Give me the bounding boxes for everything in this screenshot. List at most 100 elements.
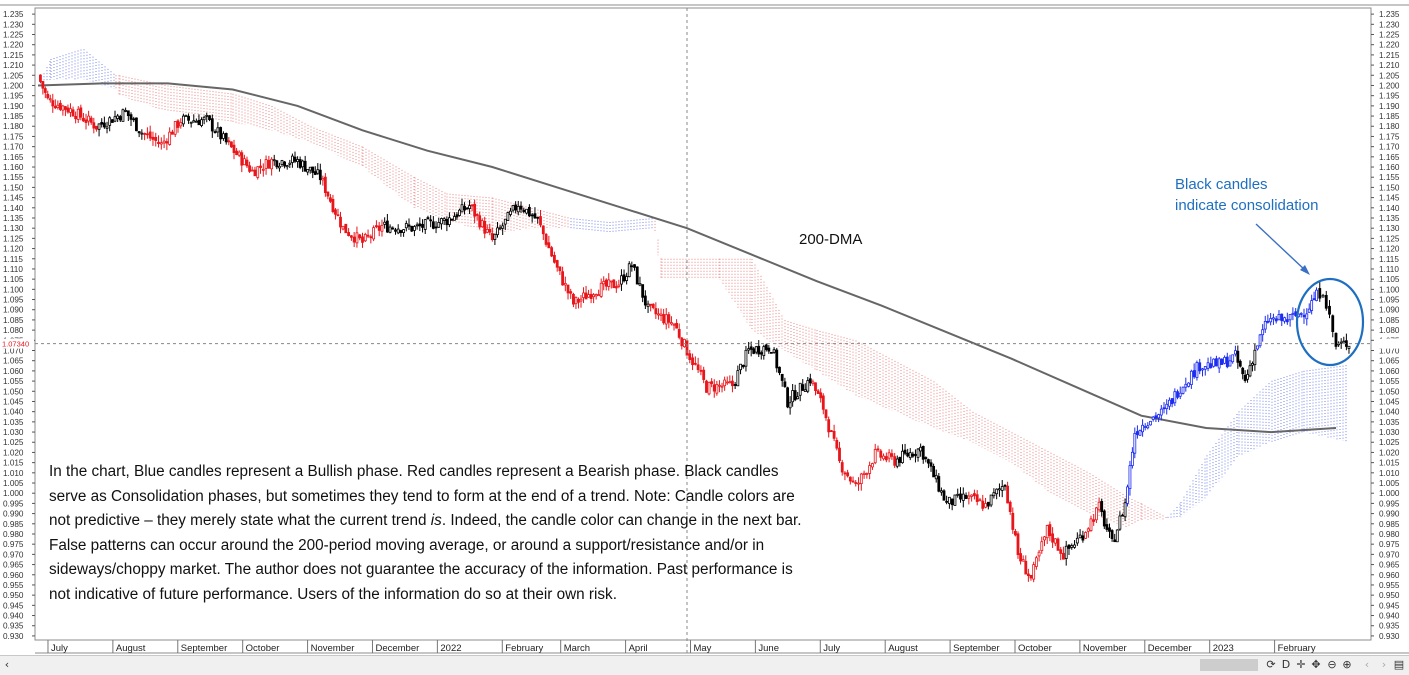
- candle-body: [622, 274, 626, 282]
- candle: [135, 117, 138, 132]
- crosshair-icon[interactable]: ✛: [1296, 658, 1306, 671]
- candle-body: [908, 452, 912, 459]
- refresh-icon[interactable]: ⟳: [1266, 658, 1276, 671]
- candle: [533, 207, 537, 219]
- candle: [1053, 538, 1057, 547]
- candle-body: [1310, 300, 1314, 311]
- candle-body: [821, 395, 825, 410]
- candle: [316, 163, 320, 175]
- time-tick-label: 2023: [1213, 643, 1234, 654]
- candle-body: [288, 162, 292, 165]
- candle-body: [1078, 534, 1082, 539]
- right-tick-label: 0.950: [1379, 591, 1400, 600]
- candle-body: [475, 214, 479, 216]
- candle: [1154, 412, 1158, 423]
- candle: [352, 232, 356, 248]
- candle-body: [838, 447, 841, 462]
- candle-body: [453, 216, 456, 221]
- candle-body: [749, 346, 753, 350]
- left-tick-label: 1.070: [3, 347, 24, 356]
- candle-body: [385, 220, 389, 233]
- candle-body: [921, 446, 925, 460]
- candle: [914, 449, 917, 463]
- candle-body: [366, 234, 370, 237]
- candle: [61, 104, 65, 116]
- time-tick-label: September: [181, 643, 227, 654]
- candle: [859, 472, 863, 491]
- candle-body: [1026, 573, 1030, 577]
- candle: [995, 488, 999, 500]
- candle-body: [525, 208, 529, 214]
- left-tick-label: 1.030: [3, 428, 24, 437]
- candle-body: [272, 159, 276, 162]
- candle-body: [519, 205, 523, 210]
- right-tick-label: 1.080: [1379, 326, 1400, 335]
- candle: [1302, 308, 1306, 324]
- candle-body: [1113, 539, 1117, 543]
- candle: [380, 219, 384, 237]
- scroll-left-icon[interactable]: ‹: [4, 658, 10, 671]
- candle: [1013, 528, 1017, 537]
- scroll-right-icon[interactable]: ›: [1381, 658, 1387, 671]
- candle-body: [851, 480, 855, 483]
- candle-body: [541, 225, 545, 235]
- candle-body: [1201, 368, 1204, 371]
- zoom-out-icon[interactable]: ⊖: [1327, 658, 1337, 671]
- candle-body: [1053, 538, 1057, 544]
- candle-body: [470, 204, 474, 207]
- left-tick-label: 1.115: [3, 255, 23, 264]
- time-tick-label: August: [888, 643, 918, 654]
- candle: [463, 202, 466, 215]
- candle-body: [914, 454, 917, 456]
- candle: [754, 345, 758, 355]
- time-tick-label: December: [1148, 643, 1192, 654]
- candle: [747, 342, 751, 354]
- right-tick-label: 1.025: [1379, 438, 1400, 447]
- candle: [410, 225, 414, 232]
- candle-body: [919, 446, 923, 452]
- candle-body: [53, 105, 57, 109]
- left-tick-label: 1.035: [3, 418, 24, 427]
- candle-body: [415, 224, 419, 227]
- candle: [205, 112, 209, 123]
- candle: [780, 373, 784, 387]
- candle-body: [1073, 544, 1076, 548]
- candle-body: [336, 214, 340, 217]
- candle-body: [1008, 501, 1012, 512]
- scroll-left-end-icon[interactable]: ‹: [1364, 658, 1370, 671]
- candle-body: [1198, 362, 1202, 372]
- move-icon[interactable]: ✥: [1311, 658, 1321, 671]
- candle-body: [579, 298, 583, 302]
- candle-body: [1029, 574, 1033, 579]
- candle: [1115, 529, 1119, 543]
- left-tick-label: 1.200: [3, 81, 24, 90]
- candle-body: [168, 131, 172, 145]
- candle-body: [1225, 356, 1229, 368]
- candle-body: [859, 473, 863, 485]
- candle: [336, 208, 340, 217]
- candle-body: [1159, 408, 1163, 416]
- candle-body: [1013, 530, 1017, 536]
- zoom-in-icon[interactable]: ⊕: [1342, 658, 1352, 671]
- candle-body: [1251, 363, 1254, 366]
- candle-body: [227, 140, 231, 143]
- candle-body: [846, 472, 850, 477]
- candle: [407, 218, 411, 231]
- candle: [1283, 316, 1286, 324]
- candle: [450, 218, 454, 221]
- candle: [675, 319, 679, 329]
- candle: [677, 323, 681, 340]
- candle-body: [126, 110, 130, 117]
- candle-body: [71, 109, 75, 117]
- candle-body: [1121, 514, 1124, 517]
- candle: [1006, 481, 1010, 504]
- candle-body: [51, 100, 55, 107]
- maximize-icon[interactable]: ▤: [1393, 658, 1405, 671]
- candle-body: [1149, 420, 1152, 426]
- timeframe-d-button[interactable]: D: [1281, 658, 1291, 671]
- candle-body: [447, 217, 451, 226]
- candle: [58, 100, 62, 112]
- horizontal-scrollbar-thumb[interactable]: [1200, 659, 1258, 671]
- candle-body: [882, 455, 885, 460]
- candle-body: [788, 402, 792, 409]
